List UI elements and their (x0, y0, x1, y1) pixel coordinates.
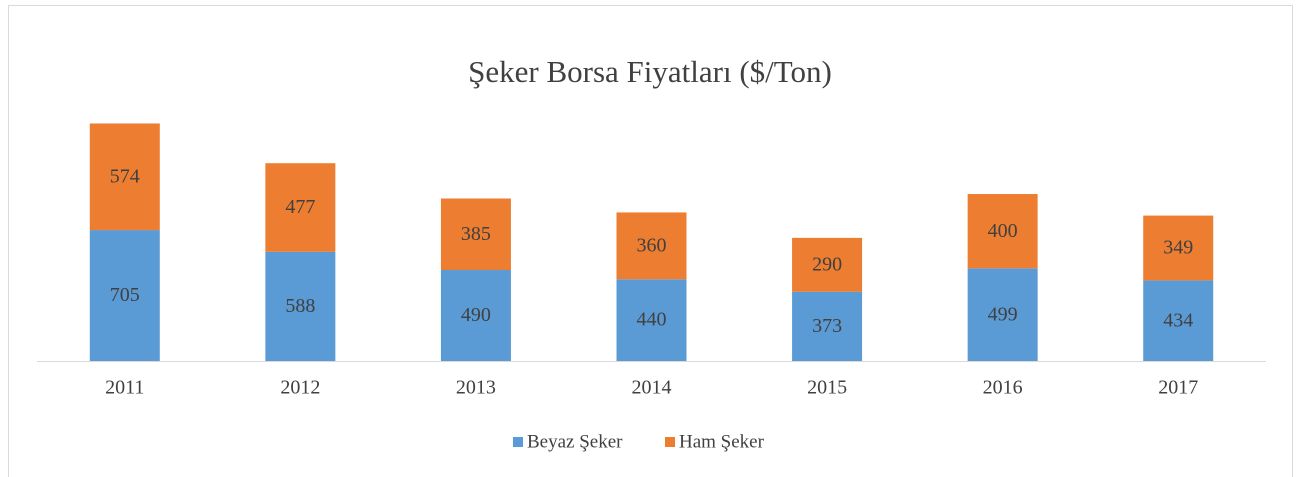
data-label: 440 (637, 309, 667, 331)
x-tick-label: 2017 (1158, 377, 1198, 399)
legend-swatch (665, 437, 675, 447)
legend-label: Beyaz Şeker (527, 431, 623, 452)
bar-segment (89, 230, 160, 361)
data-label: 490 (461, 304, 491, 326)
data-label: 574 (110, 165, 140, 187)
data-label: 373 (812, 315, 842, 337)
legend-label: Ham Şeker (679, 431, 765, 452)
data-label: 499 (988, 303, 1018, 325)
x-tick-label: 2011 (105, 377, 144, 399)
bar-segment (616, 212, 687, 280)
data-label: 400 (988, 220, 1018, 242)
data-label: 385 (461, 223, 491, 245)
x-tick-label: 2014 (632, 377, 672, 399)
bar-segment (89, 123, 160, 231)
data-label: 477 (285, 196, 315, 218)
data-label: 434 (1163, 309, 1193, 331)
bar-segment (265, 163, 336, 252)
bar-segment (1143, 280, 1214, 361)
bar-segment (440, 270, 511, 361)
data-label: 360 (637, 234, 667, 256)
bar-segment (616, 279, 687, 361)
x-tick-label: 2012 (280, 377, 320, 399)
bar-segment (967, 194, 1038, 269)
x-tick-label: 2016 (983, 377, 1023, 399)
bar-segment (792, 237, 863, 292)
bar-segment (265, 251, 336, 361)
bar-segment (792, 291, 863, 361)
bar-segment (440, 198, 511, 270)
data-label: 290 (812, 253, 842, 275)
x-tick-label: 2013 (456, 377, 496, 399)
x-tick-label: 2015 (807, 377, 847, 399)
bar-segment (967, 268, 1038, 361)
data-label: 588 (285, 295, 315, 317)
data-label: 349 (1163, 237, 1193, 259)
legend-swatch (513, 437, 523, 447)
chart-title: Şeker Borsa Fiyatları ($/Ton) (468, 54, 832, 89)
data-label: 705 (110, 284, 140, 306)
bar-segment (1143, 215, 1214, 281)
